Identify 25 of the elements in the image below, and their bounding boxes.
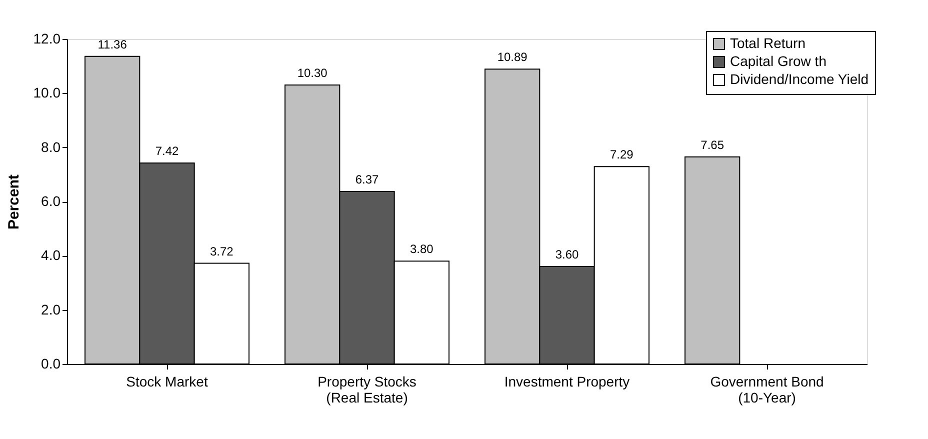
data-label: 7.65 bbox=[700, 138, 724, 152]
y-tick-label: 4.0 bbox=[41, 247, 61, 264]
x-tick-label: Government Bond (10-Year) bbox=[710, 374, 824, 406]
y-tick-label: 6.0 bbox=[41, 193, 61, 209]
data-label: 10.89 bbox=[497, 50, 528, 64]
data-label: 10.30 bbox=[297, 66, 328, 80]
x-tick-label: Property Stocks (Real Estate) bbox=[318, 374, 416, 406]
data-label: 3.60 bbox=[555, 248, 579, 262]
y-tick-label: 0.0 bbox=[41, 356, 61, 372]
x-tick-label: Investment Property bbox=[504, 374, 630, 390]
legend-label: Dividend/Income Yield bbox=[730, 71, 869, 87]
y-tick-label: 2.0 bbox=[41, 301, 61, 318]
y-tick-label: 8.0 bbox=[41, 138, 61, 155]
data-label: 6.37 bbox=[355, 172, 379, 186]
data-label: 7.29 bbox=[610, 148, 634, 162]
data-label: 11.36 bbox=[98, 37, 128, 52]
legend-label: Capital Grow th bbox=[730, 53, 826, 69]
data-label: 3.72 bbox=[210, 244, 234, 258]
data-label: 7.42 bbox=[155, 144, 179, 158]
y-axis-title: Percent bbox=[5, 174, 22, 230]
y-tick-label: 12.0 bbox=[33, 30, 61, 46]
y-tick-label: 10.0 bbox=[33, 84, 61, 101]
data-label: 3.80 bbox=[410, 242, 434, 256]
x-tick-label: Stock Market bbox=[126, 374, 208, 390]
legend-label: Total Return bbox=[730, 35, 806, 51]
